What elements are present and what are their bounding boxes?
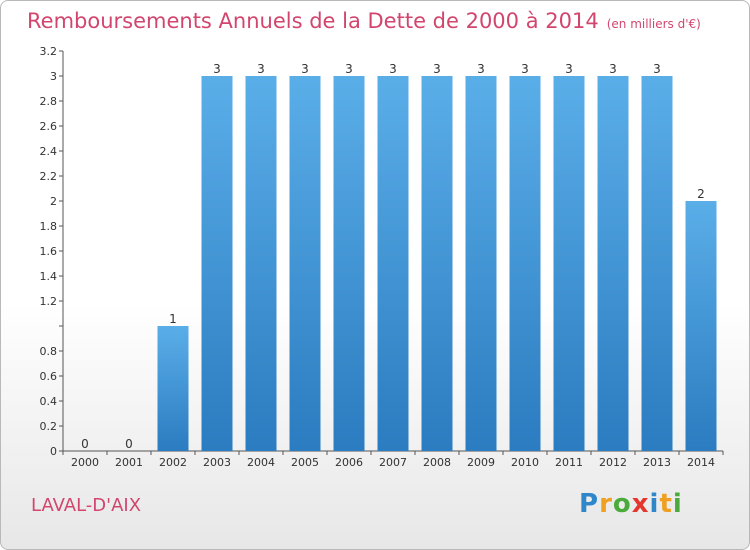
data-label-2000: 0 — [81, 437, 89, 451]
axes: 0 0.2 0.4 0.6 0.8 1.2 1.4 1.6 1.8 2 2.2 2.4 2.6 2.8 3 3… — [40, 45, 724, 469]
bar-2012 — [597, 76, 629, 451]
y-tick-label: 2.6 — [40, 120, 58, 133]
title-text: Remboursements Annuels de la Dette de 20… — [27, 9, 599, 33]
x-tick-label-2009: 2009 — [467, 456, 495, 469]
y-tick-label: 1.4 — [40, 270, 58, 283]
bar-2009 — [465, 76, 497, 451]
bar-2004 — [245, 76, 277, 451]
y-tick-label: 0 — [50, 445, 57, 458]
y-tick-label: 1.6 — [40, 245, 58, 258]
x-tick-label-2007: 2007 — [379, 456, 407, 469]
data-label-2005: 3 — [301, 62, 309, 76]
x-tick-label-2002: 2002 — [159, 456, 187, 469]
x-tick-label-2003: 2003 — [203, 456, 231, 469]
logo-letter: t — [659, 489, 673, 519]
bar-2002 — [157, 326, 189, 451]
x-tick-label-2011: 2011 — [555, 456, 583, 469]
x-tick-label-2000: 2000 — [71, 456, 99, 469]
bar-2013 — [641, 76, 673, 451]
chart-title: Remboursements Annuels de la Dette de 20… — [27, 9, 701, 33]
commune-name: LAVAL-D'AIX — [31, 495, 142, 516]
logo-letter: i — [672, 489, 683, 519]
y-tick-label: 3 — [50, 70, 57, 83]
bar-2010 — [509, 76, 541, 451]
y-tick-label: 0.6 — [40, 370, 58, 383]
proxiti-logo: Proxiti — [579, 489, 683, 519]
x-tick-label-2005: 2005 — [291, 456, 319, 469]
y-tick-label: 1.2 — [40, 295, 58, 308]
bars: 0 0 1 3 3 3 3 3 3 3 3 3 3 3 2 — [81, 62, 717, 451]
logo-letter: r — [599, 489, 613, 519]
x-tick-label-2001: 2001 — [115, 456, 143, 469]
data-label-2012: 3 — [609, 62, 617, 76]
y-tick-label: 2.8 — [40, 95, 58, 108]
x-tick-label-2008: 2008 — [423, 456, 451, 469]
logo-letter: x — [631, 489, 650, 519]
data-label-2001: 0 — [125, 437, 133, 451]
y-tick-label: 0.4 — [40, 395, 58, 408]
data-label-2009: 3 — [477, 62, 485, 76]
bar-2006 — [333, 76, 365, 451]
y-tick-label: 1.8 — [40, 220, 58, 233]
data-label-2014: 2 — [697, 187, 705, 201]
bar-2007 — [377, 76, 409, 451]
data-label-2006: 3 — [345, 62, 353, 76]
y-tick-label: 3.2 — [40, 45, 58, 58]
y-tick-label: 2 — [50, 195, 57, 208]
bar-2003 — [201, 76, 233, 451]
x-tick-label-2013: 2013 — [643, 456, 671, 469]
data-label-2002: 1 — [169, 312, 177, 326]
data-label-2011: 3 — [565, 62, 573, 76]
logo-letter: o — [612, 489, 632, 519]
data-label-2010: 3 — [521, 62, 529, 76]
x-tick-label-2010: 2010 — [511, 456, 539, 469]
data-label-2013: 3 — [653, 62, 661, 76]
title-unit: (en milliers d'€) — [606, 17, 701, 31]
bar-2014 — [685, 201, 717, 451]
y-tick-label: 0.2 — [40, 420, 58, 433]
x-tick-label-2004: 2004 — [247, 456, 275, 469]
bar-2011 — [553, 76, 585, 451]
x-tick-label-2006: 2006 — [335, 456, 363, 469]
data-label-2003: 3 — [213, 62, 221, 76]
y-tick-label: 2.4 — [40, 145, 58, 158]
bar-2005 — [289, 76, 321, 451]
logo-letter: i — [649, 489, 660, 519]
x-tick-label-2014: 2014 — [687, 456, 715, 469]
bar-2008 — [421, 76, 453, 451]
data-label-2008: 3 — [433, 62, 441, 76]
data-label-2007: 3 — [389, 62, 397, 76]
data-label-2004: 3 — [257, 62, 265, 76]
logo-letter: P — [579, 489, 600, 519]
y-tick-label: 0.8 — [40, 345, 58, 358]
x-tick-label-2012: 2012 — [599, 456, 627, 469]
y-tick-label: 2.2 — [40, 170, 58, 183]
